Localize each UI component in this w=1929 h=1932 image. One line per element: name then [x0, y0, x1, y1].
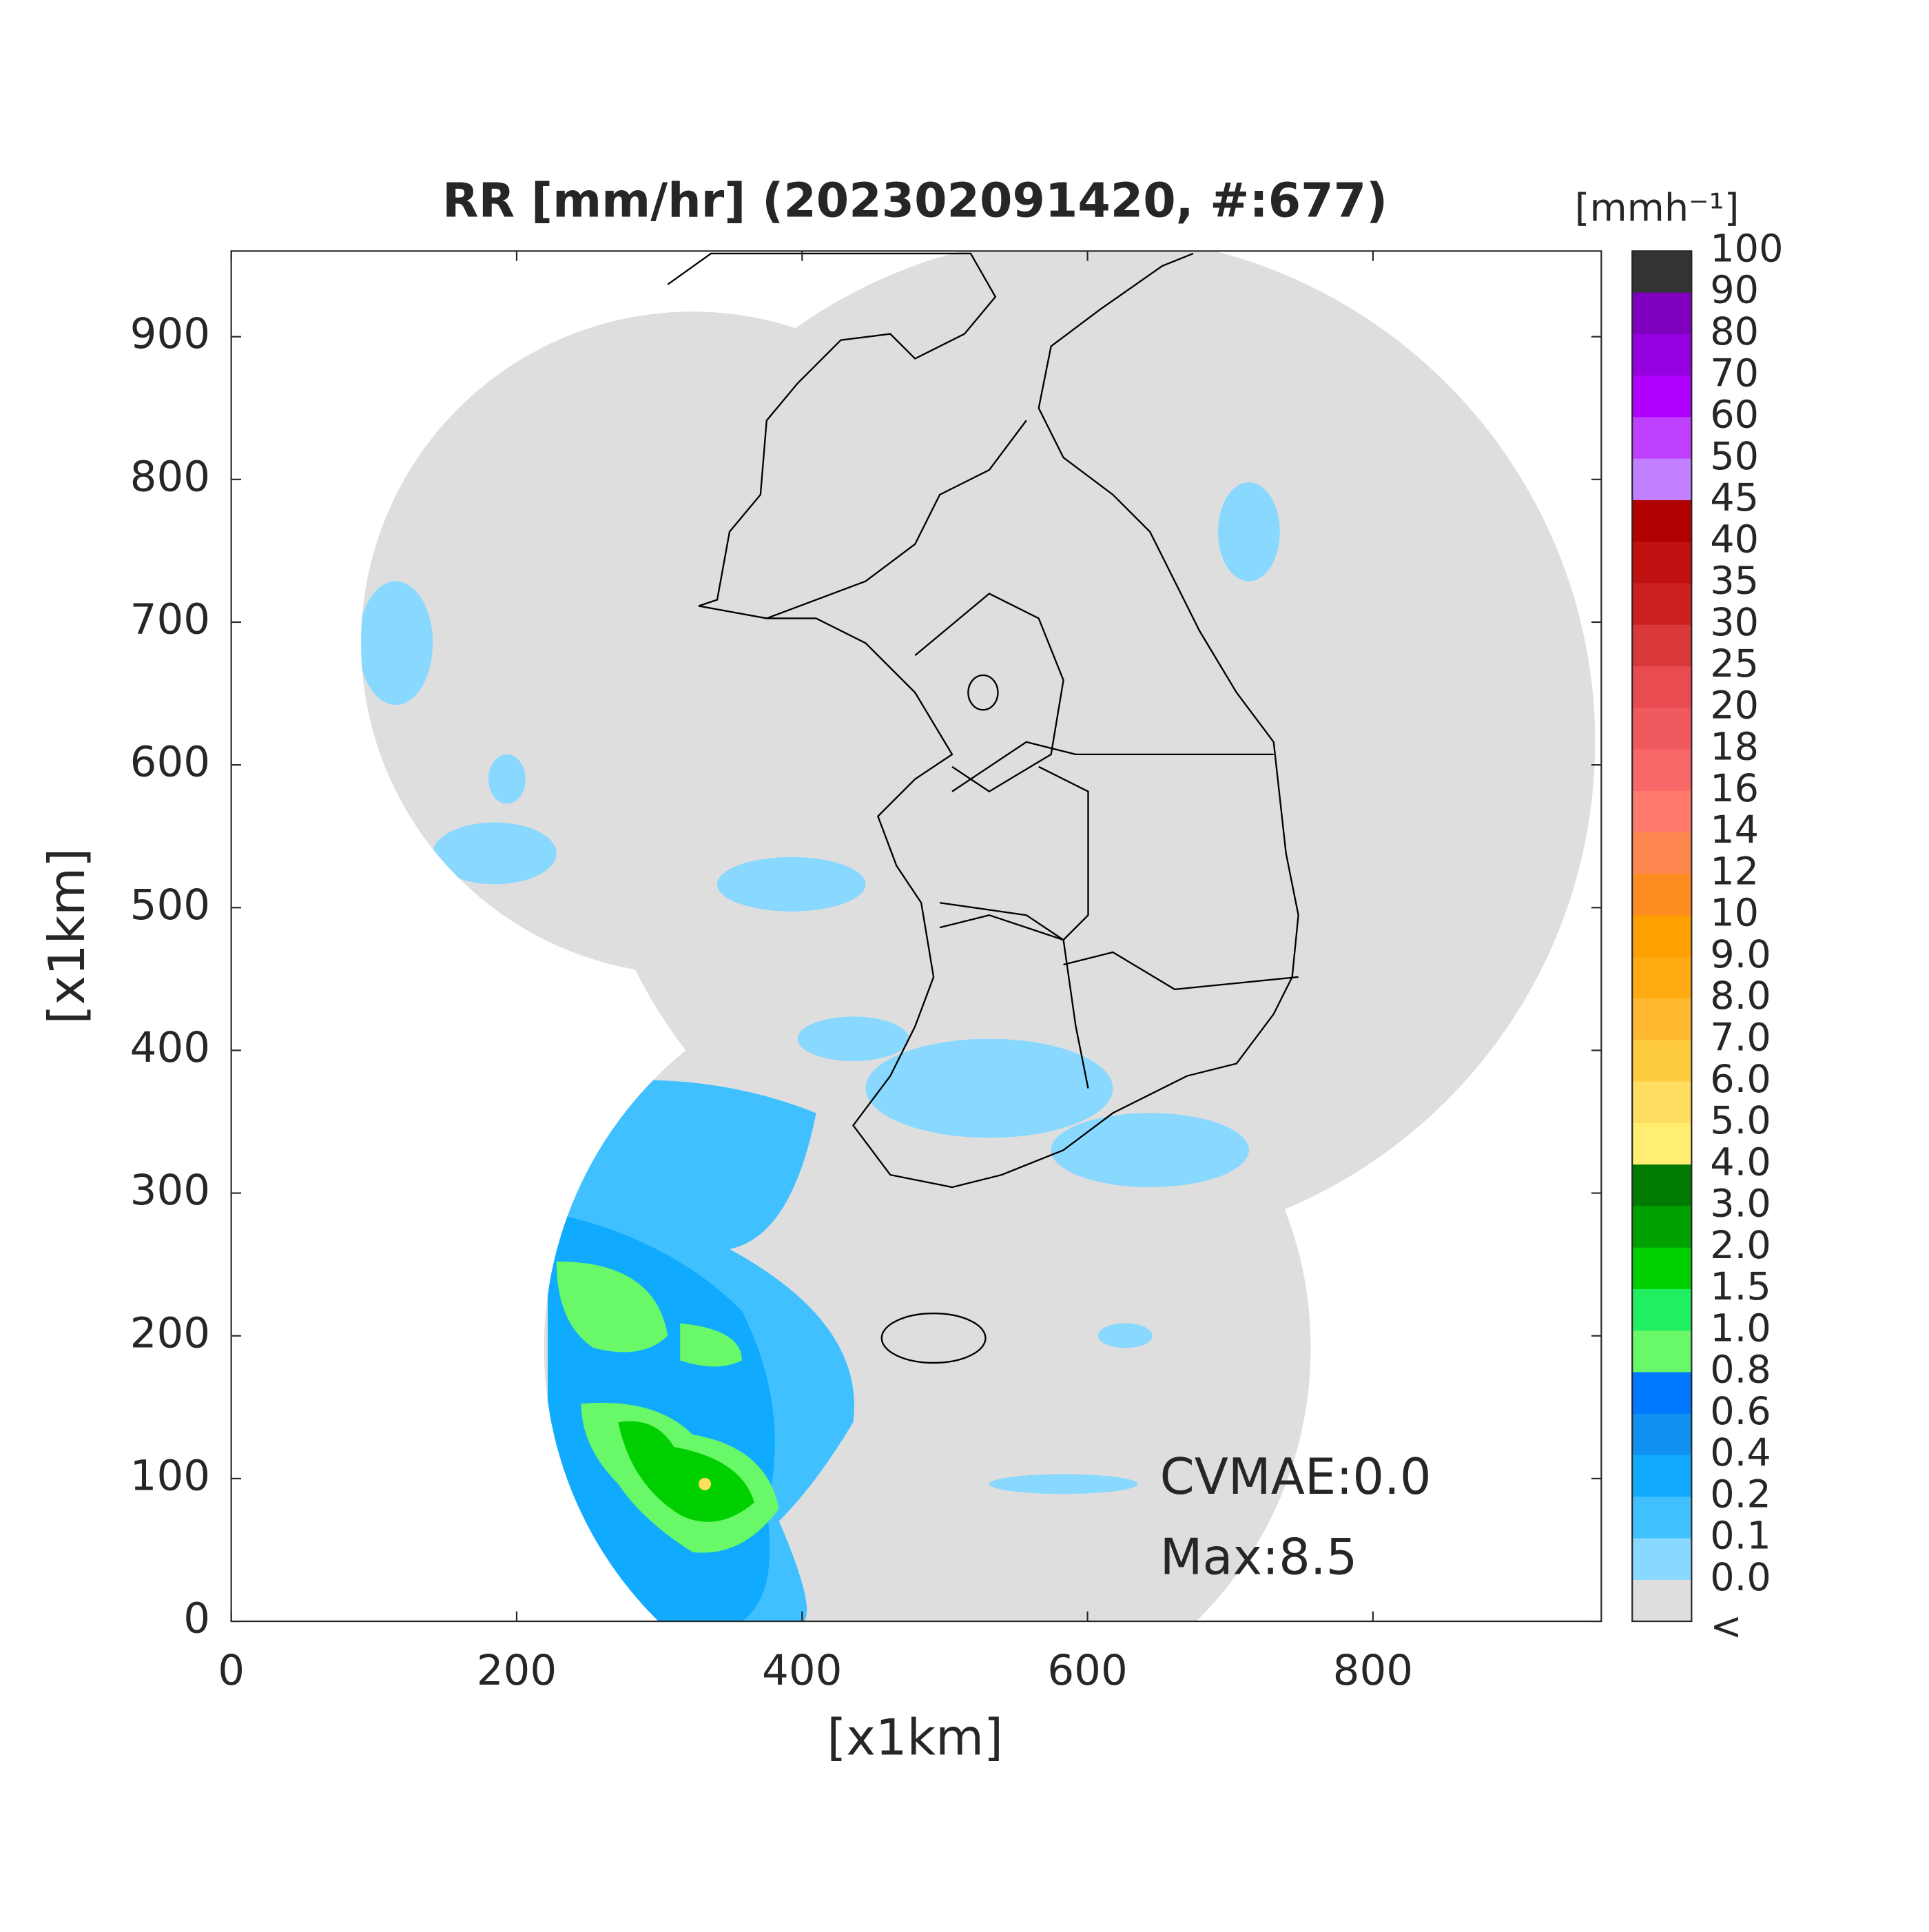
colorbar-tick-label: 30: [1710, 600, 1759, 645]
colorbar-segment: [1632, 708, 1692, 750]
chart-title: RR [mm/hr] (202302091420, #:677): [442, 174, 1388, 229]
colorbar-segment: [1632, 1579, 1692, 1622]
colorbar-tick-label: 8.0: [1710, 974, 1771, 1018]
colorbar-frame: [1631, 250, 1693, 1623]
colorbar-segment: [1632, 333, 1692, 377]
colorbar-segment: [1632, 292, 1692, 335]
y-tick-label: 0: [183, 1594, 210, 1643]
x-tick-label: 0: [218, 1646, 245, 1695]
y-tick-label: 200: [130, 1308, 210, 1357]
colorbar-tick-label: 50: [1710, 434, 1759, 479]
y-tick-label: 800: [130, 452, 210, 501]
colorbar-segment: [1632, 998, 1692, 1041]
colorbar-tick-label: 16: [1710, 766, 1759, 811]
colorbar-tick-label: 35: [1710, 559, 1759, 604]
colorbar-tick-label: 10: [1710, 891, 1759, 936]
colorbar-tick-label: 1.5: [1710, 1264, 1771, 1309]
colorbar-segment: [1632, 1040, 1692, 1082]
colorbar-tick-label: 70: [1710, 351, 1759, 395]
colorbar-tick-label: 14: [1710, 808, 1759, 852]
colorbar-tick-label: 45: [1710, 475, 1759, 520]
colorbar-segment: [1632, 583, 1692, 626]
y-tick-label: 300: [130, 1166, 210, 1215]
colorbar-segment: [1632, 1122, 1692, 1166]
colorbar-segment: [1632, 1538, 1692, 1581]
colorbar-segment: [1632, 832, 1692, 875]
colorbar-segment: [1632, 458, 1692, 501]
y-tick-label: 900: [130, 309, 210, 358]
colorbar-segment: [1632, 915, 1692, 958]
x-tick-label: 400: [762, 1646, 842, 1695]
coastline: [667, 252, 1299, 1364]
plot-frame: [230, 250, 1602, 1623]
radar-field: [361, 251, 1596, 1622]
colorbar-segment: [1632, 1288, 1692, 1332]
colorbar-tick-label: 4.0: [1710, 1140, 1771, 1184]
x-axis-label: [x1km]: [827, 1709, 1003, 1767]
colorbar-tick-label: 6.0: [1710, 1057, 1771, 1102]
colorbar-tick-label: 0.1: [1710, 1514, 1771, 1559]
colorbar-segment: [1632, 1206, 1692, 1248]
colorbar-segment: [1632, 500, 1692, 543]
y-tick-label: 500: [130, 881, 210, 929]
colorbar-segment: [1632, 1164, 1692, 1207]
colorbar-tick-label: 60: [1710, 393, 1759, 438]
y-axis-label: [x1km]: [38, 848, 96, 1025]
x-tick-label: 600: [1047, 1646, 1127, 1695]
colorbar-tick-label: <: [1710, 1604, 1742, 1649]
colorbar-tick-label: 20: [1710, 683, 1759, 728]
x-tick-label: 800: [1333, 1646, 1413, 1695]
colorbar-segment: [1632, 956, 1692, 1000]
colorbar-segment: [1632, 1081, 1692, 1124]
colorbar-segment: [1632, 1413, 1692, 1456]
colorbar-tick-label: 3.0: [1710, 1182, 1771, 1226]
y-tick-label: 400: [130, 1023, 210, 1072]
colorbar-tick-label: 2.0: [1710, 1223, 1771, 1268]
colorbar-tick-label: 1.0: [1710, 1306, 1771, 1350]
colorbar-tick-label: 25: [1710, 641, 1759, 686]
colorbar-segment: [1632, 1497, 1692, 1539]
colorbar-segment: [1632, 1330, 1692, 1373]
colorbar-segment: [1632, 749, 1692, 792]
colorbar-segment: [1632, 666, 1692, 709]
colorbar-segment: [1632, 1372, 1692, 1415]
colorbar-tick-label: 9.0: [1710, 932, 1771, 977]
colorbar-tick-label: 5.0: [1710, 1098, 1771, 1143]
colorbar-tick-label: 80: [1710, 309, 1759, 354]
colorbar-segment: [1632, 417, 1692, 460]
colorbar-segment: [1632, 1247, 1692, 1290]
colorbar-tick-label: 40: [1710, 517, 1759, 562]
colorbar-tick-label: 90: [1710, 268, 1759, 313]
colorbar-tick-label: 18: [1710, 725, 1759, 770]
colorbar-segment: [1632, 542, 1692, 584]
colorbar-tick-label: 100: [1710, 226, 1783, 271]
colorbar-tick-label: 0.2: [1710, 1472, 1771, 1517]
colorbar-tick-label: 12: [1710, 849, 1759, 894]
y-tick-label: 600: [130, 738, 210, 787]
colorbar-segment: [1632, 874, 1692, 916]
colorbar-tick-label: 7.0: [1710, 1016, 1771, 1060]
colorbar-label: [mmh⁻¹]: [1575, 185, 1740, 230]
colorbar-segment: [1632, 251, 1692, 294]
x-tick-label: 200: [477, 1646, 557, 1695]
colorbar-tick-label: 0.6: [1710, 1389, 1771, 1434]
colorbar-tick-label: 0.8: [1710, 1348, 1771, 1393]
colorbar-tick-label: 0.0: [1710, 1555, 1771, 1600]
y-tick-label: 700: [130, 595, 210, 644]
colorbar-tick-label: 0.4: [1710, 1430, 1771, 1475]
colorbar-segment: [1632, 624, 1692, 667]
y-tick-label: 100: [130, 1452, 210, 1501]
colorbar-segment: [1632, 790, 1692, 833]
colorbar-segment: [1632, 1455, 1692, 1498]
annotation: CVMAE:0.0: [1160, 1448, 1432, 1505]
precipitation: [361, 482, 1280, 1622]
annotation: Max:8.5: [1160, 1528, 1358, 1586]
colorbar-segment: [1632, 376, 1692, 418]
